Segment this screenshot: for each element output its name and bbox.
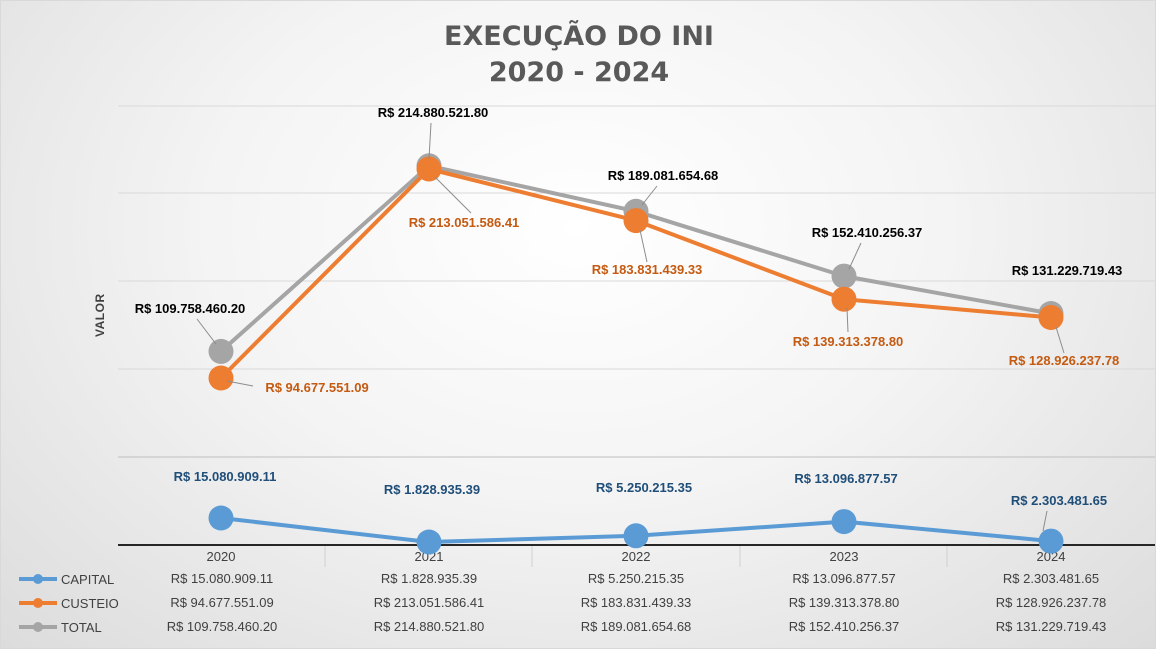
data-point-capital (831, 509, 857, 535)
data-label-capital: R$ 2.303.481.65 (1011, 493, 1107, 508)
chart-title: EXECUÇÃO DO INI 2020 - 2024 (1, 19, 1155, 91)
table-row-custeio: CUSTEIO R$ 94.677.551.09 R$ 213.051.586.… (1, 591, 1155, 615)
table-cell: R$ 131.229.719.43 (995, 619, 1107, 634)
leader-line (846, 307, 849, 333)
legend-total: TOTAL (19, 619, 102, 635)
legend-capital: CAPITAL (19, 571, 114, 587)
data-label-custeio: R$ 94.677.551.09 (265, 380, 368, 395)
data-label-total: R$ 214.880.521.80 (378, 105, 489, 120)
table-cell: R$ 183.831.439.33 (580, 595, 692, 610)
line-chart: 2020 2021 2022 2023 2024 R$ 15.080.909.11 R$ 1… (118, 105, 1155, 567)
x-tick-label: 2020 (207, 549, 236, 564)
leader-line (1042, 510, 1048, 532)
chart-title-line1: EXECUÇÃO DO INI (444, 21, 714, 52)
data-point-capital (208, 505, 234, 531)
table-cell: R$ 13.096.877.57 (792, 571, 896, 586)
data-point-capital (416, 529, 442, 555)
x-tick-label: 2023 (830, 549, 859, 564)
table-cell: R$ 214.880.521.80 (373, 619, 485, 634)
x-tick-label: 2024 (1037, 549, 1066, 564)
data-label-capital: R$ 13.096.877.57 (794, 471, 897, 486)
data-label-capital: R$ 5.250.215.35 (596, 480, 692, 495)
table-cell: R$ 94.677.551.09 (170, 595, 274, 610)
legend-custeio: CUSTEIO (19, 595, 119, 611)
legend-label-custeio: CUSTEIO (61, 595, 119, 611)
table-cell: R$ 213.051.586.41 (373, 595, 485, 610)
legend-key-custeio (19, 595, 57, 611)
leader-line (641, 185, 658, 206)
table-cell: R$ 2.303.481.65 (1002, 571, 1100, 586)
data-point-custeio (1038, 305, 1064, 330)
x-tick-label: 2022 (622, 549, 651, 564)
data-point-custeio (623, 208, 649, 234)
table-cell: R$ 15.080.909.11 (170, 571, 274, 586)
leader-line (639, 229, 648, 263)
data-label-custeio: R$ 183.831.439.33 (592, 262, 703, 277)
leader-line (434, 176, 472, 214)
table-cell: R$ 189.081.654.68 (580, 619, 692, 634)
table-cell: R$ 5.250.215.35 (587, 571, 685, 586)
data-label-capital: R$ 1.828.935.39 (384, 482, 480, 497)
leader-line (1055, 326, 1065, 354)
data-point-total (831, 263, 857, 289)
table-cell: R$ 128.926.237.78 (995, 595, 1107, 610)
data-label-total: R$ 131.229.719.43 (1012, 263, 1123, 278)
table-cell: R$ 152.410.256.37 (788, 619, 900, 634)
x-tick-label: 2021 (415, 549, 444, 564)
data-point-capital (1038, 528, 1064, 554)
leader-line (196, 318, 217, 345)
leader-line (848, 242, 862, 270)
leader-line (226, 380, 254, 387)
series-line-total (219, 163, 1052, 353)
data-label-custeio: R$ 139.313.378.80 (793, 334, 904, 349)
data-point-custeio (831, 286, 857, 312)
data-point-total (208, 338, 234, 364)
data-label-custeio: R$ 128.926.237.78 (1009, 353, 1120, 368)
data-label-total: R$ 109.758.460.20 (135, 301, 246, 316)
table-row-total: TOTAL R$ 109.758.460.20 R$ 214.880.521.8… (1, 615, 1155, 639)
chart-title-line2: 2020 - 2024 (488, 57, 670, 88)
legend-label-capital: CAPITAL (61, 571, 115, 587)
table-row-capital: CAPITAL R$ 15.080.909.11 R$ 1.828.935.39… (1, 567, 1155, 591)
table-cell: R$ 1.828.935.39 (380, 571, 478, 586)
data-label-total: R$ 189.081.654.68 (608, 168, 719, 183)
data-point-custeio (416, 156, 442, 182)
table-cell: R$ 139.313.378.80 (788, 595, 900, 610)
table-cell: R$ 109.758.460.20 (166, 619, 278, 634)
leader-line (428, 122, 432, 160)
data-point-custeio (208, 365, 234, 391)
legend-key-capital (19, 571, 57, 587)
legend-key-total (19, 619, 57, 635)
data-label-custeio: R$ 213.051.586.41 (409, 215, 520, 230)
data-point-capital (623, 523, 649, 549)
legend-label-total: TOTAL (61, 619, 102, 635)
data-label-capital: R$ 15.080.909.11 (174, 469, 277, 484)
data-label-total: R$ 152.410.256.37 (812, 225, 923, 240)
